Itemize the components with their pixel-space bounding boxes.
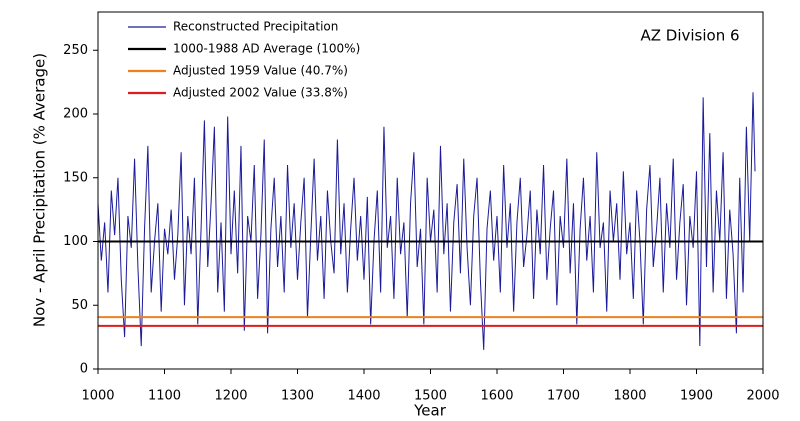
y-tick-label: 50 bbox=[71, 298, 88, 313]
chart-title: AZ Division 6 bbox=[640, 27, 739, 45]
legend-label: Adjusted 2002 Value (33.8%) bbox=[173, 86, 348, 100]
x-tick-label: 1600 bbox=[480, 389, 513, 404]
y-tick-label: 100 bbox=[63, 234, 88, 249]
x-tick-label: 1500 bbox=[414, 389, 447, 404]
y-tick-label: 200 bbox=[63, 107, 88, 122]
x-tick-label: 1700 bbox=[547, 389, 580, 404]
x-tick-label: 2000 bbox=[746, 389, 779, 404]
y-tick-label: 250 bbox=[63, 43, 88, 58]
x-tick-label: 1400 bbox=[347, 389, 380, 404]
legend-label: 1000-1988 AD Average (100%) bbox=[173, 42, 360, 56]
y-tick-label: 150 bbox=[63, 170, 88, 185]
y-tick-label: 0 bbox=[80, 362, 88, 377]
series-line bbox=[97, 92, 756, 350]
x-tick-label: 1800 bbox=[613, 389, 646, 404]
x-tick-label: 1100 bbox=[148, 389, 181, 404]
plot-frame bbox=[97, 11, 764, 370]
x-tick-label: 1300 bbox=[281, 389, 314, 404]
y-axis-label: Nov - April Precipitation (% Average) bbox=[31, 53, 49, 327]
x-tick-label: 1200 bbox=[214, 389, 247, 404]
x-axis-label: Year bbox=[413, 402, 447, 420]
legend-label: Reconstructed Precipitation bbox=[173, 20, 338, 34]
x-tick-label: 1000 bbox=[81, 389, 114, 404]
legend-label: Adjusted 1959 Value (40.7%) bbox=[173, 64, 348, 78]
x-tick-label: 1900 bbox=[680, 389, 713, 404]
